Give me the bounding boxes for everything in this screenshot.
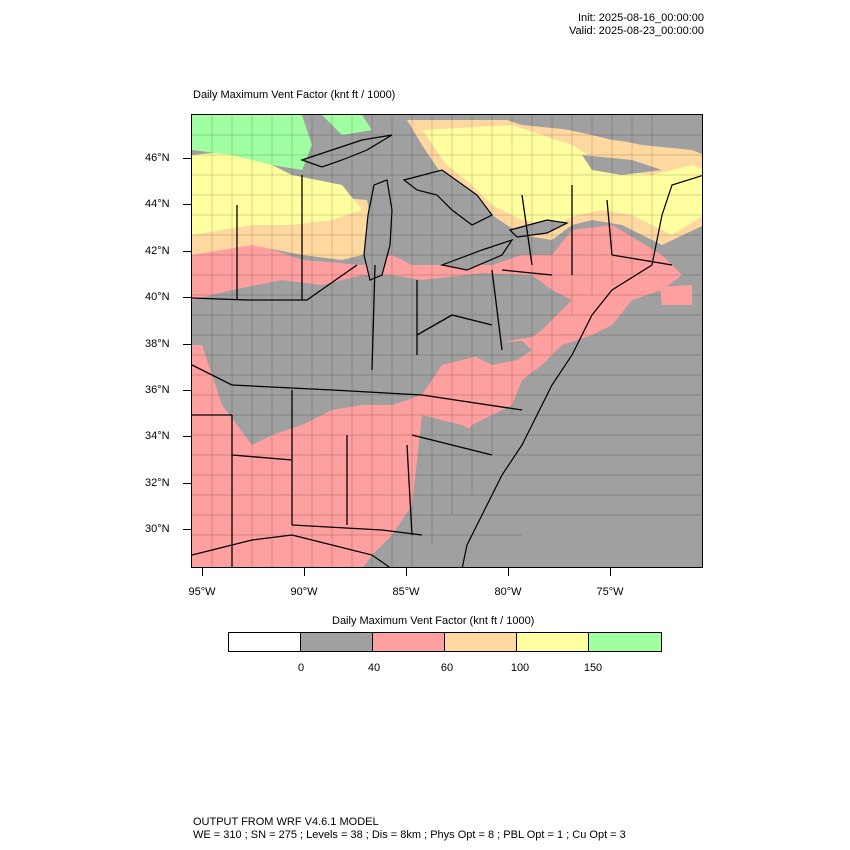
lat-label-32n: 32°N	[145, 477, 170, 489]
colorbar-title: Daily Maximum Vent Factor (knt ft / 1000…	[332, 615, 535, 627]
colorbar-swatch-40-60	[373, 633, 445, 651]
run-time-info: Init: 2025-08-16_00:00:00 Valid: 2025-08…	[569, 12, 704, 38]
colorbar-swatch-150-plus	[589, 633, 661, 651]
lat-label-38n: 38°N	[145, 338, 170, 350]
model-version: OUTPUT FROM WRF V4.6.1 MODEL	[193, 816, 379, 828]
lon-label-80w: 80°W	[494, 586, 522, 598]
lon-tick	[610, 568, 611, 576]
model-config: WE = 310 ; SN = 275 ; Levels = 38 ; Dis …	[193, 829, 626, 841]
lat-tick	[183, 251, 191, 252]
lon-label-90w: 90°W	[290, 586, 318, 598]
lat-tick	[183, 158, 191, 159]
region-chesapeake-low	[472, 341, 532, 365]
lat-tick	[183, 483, 191, 484]
init-time: Init: 2025-08-16_00:00:00	[578, 12, 704, 24]
lat-label-34n: 34°N	[145, 430, 170, 442]
map-canvas	[192, 115, 702, 567]
region-canada-low-patch	[582, 155, 662, 175]
lon-label-95w: 95°W	[188, 586, 216, 598]
lon-tick	[202, 568, 203, 576]
colorbar-swatch-100-150	[517, 633, 589, 651]
lon-label-75w: 75°W	[596, 586, 624, 598]
lat-label-40n: 40°N	[145, 291, 170, 303]
colorbar	[228, 632, 662, 652]
region-ontario-low	[492, 115, 702, 145]
colorbar-label-0: 0	[297, 662, 305, 674]
offshore-patch	[660, 285, 692, 305]
region-interior-low	[192, 273, 572, 445]
colorbar-swatch-below-0	[229, 633, 301, 651]
lat-tick	[183, 204, 191, 205]
lat-label-42n: 42°N	[145, 245, 170, 257]
valid-time: Valid: 2025-08-23_00:00:00	[569, 25, 704, 37]
lat-label-44n: 44°N	[145, 198, 170, 210]
region-150-plus-north	[322, 115, 372, 135]
lat-label-46n: 46°N	[145, 152, 170, 164]
region-100-150-west	[192, 150, 362, 235]
gulf-coastline	[192, 534, 391, 567]
lon-label-85w: 85°W	[392, 586, 420, 598]
colorbar-swatch-0-40	[301, 633, 373, 651]
lat-tick	[183, 297, 191, 298]
model-info-footer: OUTPUT FROM WRF V4.6.1 MODEL WE = 310 ; …	[193, 816, 626, 842]
lat-label-30n: 30°N	[145, 523, 170, 535]
county-boundaries	[192, 115, 702, 567]
colorbar-swatch-60-100	[445, 633, 517, 651]
region-southeast-coast-low	[383, 415, 507, 567]
lon-tick	[508, 568, 509, 576]
lon-tick	[406, 568, 407, 576]
lat-tick	[183, 529, 191, 530]
colorbar-label-40: 40	[367, 662, 381, 674]
colorbar-label-150: 150	[583, 662, 603, 674]
lat-tick	[183, 390, 191, 391]
lat-tick	[183, 436, 191, 437]
lake-superior	[300, 134, 393, 168]
lat-label-36n: 36°N	[145, 384, 170, 396]
vent-factor-map	[191, 114, 703, 568]
lon-tick	[304, 568, 305, 576]
colorbar-label-100: 100	[510, 662, 530, 674]
colorbar-label-60: 60	[440, 662, 454, 674]
lake-ontario	[508, 219, 569, 238]
atlantic-coastline	[461, 174, 702, 567]
map-title: Daily Maximum Vent Factor (knt ft / 1000…	[193, 89, 396, 101]
lat-tick	[183, 344, 191, 345]
